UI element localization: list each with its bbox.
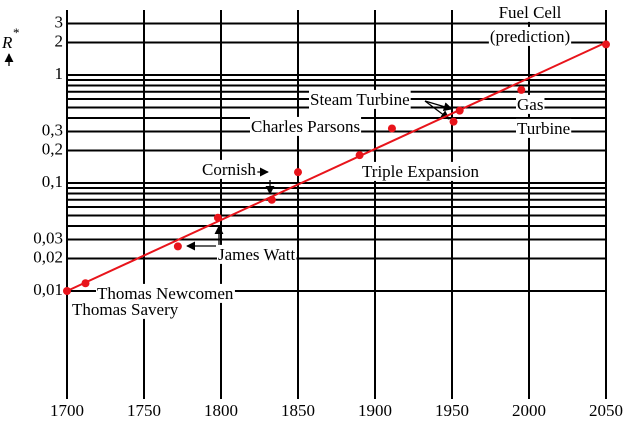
y-tick-label: 1 <box>55 64 64 83</box>
annotation: James Watt <box>218 245 295 264</box>
annotation-background <box>217 244 297 264</box>
annotation-background <box>250 116 362 136</box>
annotation: Turbine <box>517 119 570 138</box>
x-tick-label: 2050 <box>589 401 623 420</box>
x-tick-label: 1900 <box>358 401 392 420</box>
data-point <box>517 85 526 94</box>
annotation: Thomas Savery <box>72 300 179 319</box>
data-point <box>294 168 302 177</box>
data-point <box>449 117 458 126</box>
annotation-background <box>96 283 235 303</box>
annotation-background <box>71 299 180 319</box>
y-tick-label: 0,01 <box>33 280 63 299</box>
annotation: Fuel Cell <box>499 3 562 22</box>
y-axis-label-superscript: * <box>13 25 20 40</box>
x-tick-label: 2000 <box>512 401 546 420</box>
data-point <box>63 287 71 296</box>
annotation: Thomas Newcomen <box>97 284 234 303</box>
arrow <box>424 100 453 112</box>
data-point <box>81 279 90 288</box>
labels: 1700 1750 1800 1850 1900 1950 2000 2050 0,01 0,02… <box>1 2 623 420</box>
y-axis-label: R <box>1 33 13 52</box>
annotation: Gas <box>517 95 543 114</box>
annotation: Charles Parsons <box>251 117 360 136</box>
x-tick-label: 1800 <box>204 401 238 420</box>
annotation-background <box>361 161 481 181</box>
x-tick-label: 1750 <box>127 401 161 420</box>
data-point <box>387 124 396 133</box>
x-tick-label: 1950 <box>435 401 469 420</box>
data-point <box>602 40 610 49</box>
annotation-background <box>488 26 572 46</box>
y-tick-label: 0,3 <box>42 120 63 139</box>
annotation-background <box>201 159 258 179</box>
x-tick-label: 1850 <box>281 401 315 420</box>
annotation: Cornish <box>202 160 256 179</box>
y-tick-label: 2 <box>55 31 64 50</box>
marks <box>63 40 610 296</box>
y-tick-label: 3 <box>55 12 64 31</box>
y-tick-label: 0,2 <box>42 139 63 158</box>
annotation: Steam Turbine <box>310 90 410 109</box>
annotation-background <box>309 89 411 109</box>
x-tick-label: 1700 <box>50 401 84 420</box>
annotation-background <box>516 118 572 138</box>
y-tick-label: 0,1 <box>42 172 63 191</box>
annotation: (prediction) <box>490 27 570 46</box>
data-point <box>267 195 276 204</box>
y-tick-label: 0,03 <box>33 228 63 247</box>
data-point <box>355 151 364 160</box>
annotation: Triple Expansion <box>362 162 479 181</box>
annotation-background <box>516 94 545 114</box>
data-point <box>455 106 464 115</box>
trend-line <box>66 41 607 292</box>
data-point <box>173 242 182 251</box>
grid <box>66 10 607 399</box>
annotation-background <box>497 2 563 22</box>
y-tick-label: 0,02 <box>33 247 63 266</box>
data-point <box>213 213 222 222</box>
